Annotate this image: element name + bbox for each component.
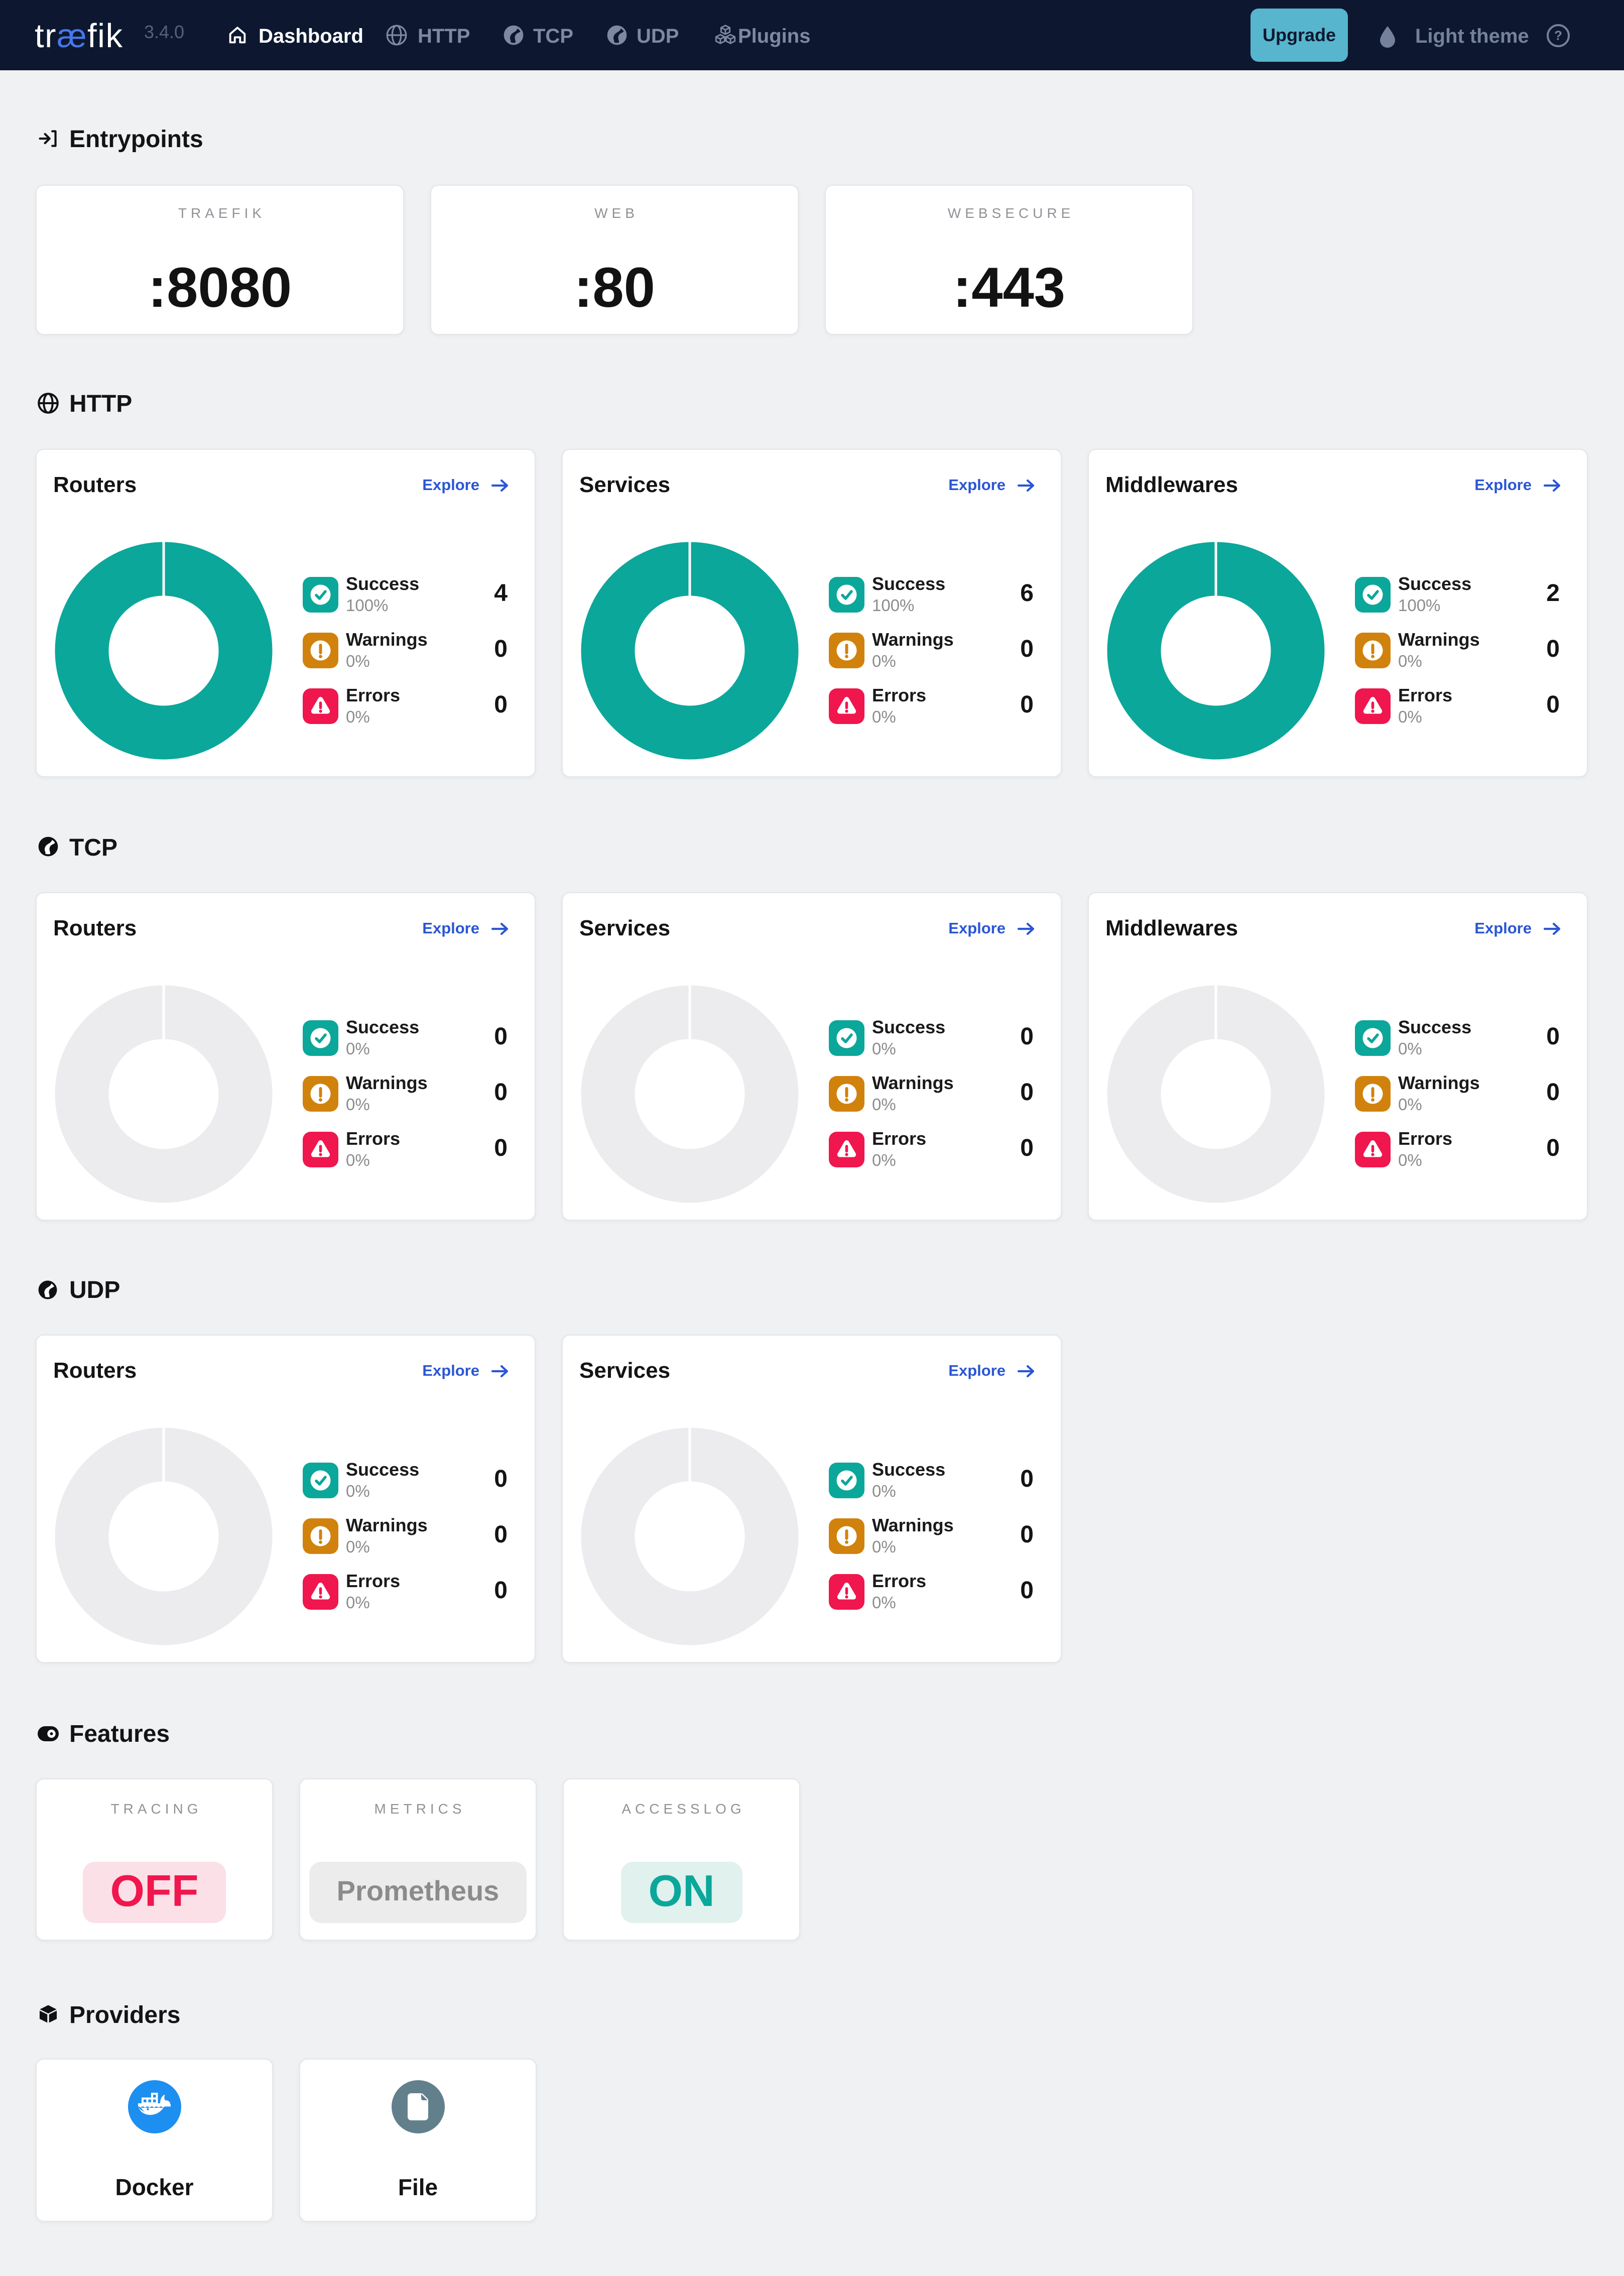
svg-text:?: ? [1554,28,1562,43]
